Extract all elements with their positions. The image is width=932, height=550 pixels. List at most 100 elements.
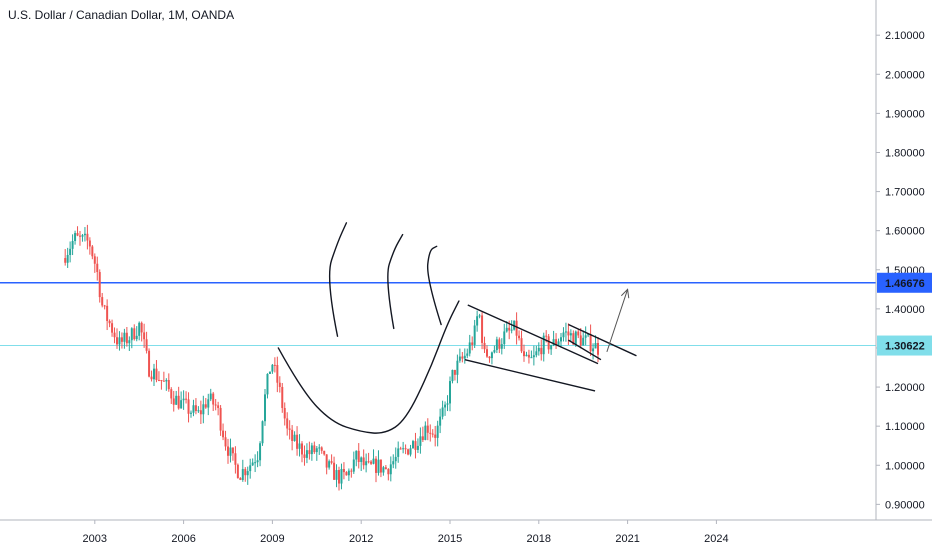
candle-body bbox=[461, 356, 464, 359]
candle-body bbox=[93, 256, 96, 264]
candle-body bbox=[597, 343, 599, 355]
candle-body bbox=[140, 322, 143, 333]
candle-body bbox=[466, 353, 469, 356]
candle-body bbox=[542, 335, 545, 355]
candle-body bbox=[444, 404, 447, 408]
candle-body bbox=[392, 461, 395, 465]
wedge-lower-line bbox=[464, 359, 596, 392]
candle-body bbox=[424, 425, 427, 440]
candle-body bbox=[138, 322, 141, 336]
candle-body bbox=[552, 339, 555, 346]
candle-body bbox=[150, 376, 153, 380]
candle-body bbox=[456, 360, 459, 375]
candle-body bbox=[308, 450, 311, 455]
candle-body bbox=[167, 380, 170, 390]
candle-body bbox=[419, 436, 422, 446]
candle-body bbox=[293, 434, 296, 441]
candle-body bbox=[199, 410, 202, 415]
candle-body bbox=[439, 416, 442, 426]
candle-body bbox=[365, 461, 368, 466]
candle-body bbox=[116, 337, 118, 345]
candle-body bbox=[572, 333, 575, 345]
y-tick-label: 0.90000 bbox=[885, 499, 925, 511]
candle-body bbox=[352, 459, 355, 472]
y-tick-label: 2.00000 bbox=[885, 69, 925, 81]
candle-body bbox=[133, 328, 136, 340]
candle-body bbox=[345, 472, 348, 476]
y-tick-label: 1.40000 bbox=[885, 304, 925, 316]
candle-body bbox=[288, 428, 291, 430]
candle-body bbox=[335, 470, 338, 480]
price-badge bbox=[877, 272, 932, 293]
candle-body bbox=[108, 320, 111, 324]
candle-body bbox=[278, 382, 281, 387]
candle-body bbox=[145, 339, 148, 351]
candle-body bbox=[204, 404, 207, 408]
candle-body bbox=[426, 425, 429, 433]
candle-body bbox=[350, 470, 353, 472]
candle-body bbox=[81, 235, 84, 237]
candle-body bbox=[118, 337, 121, 345]
candle-body bbox=[202, 404, 205, 415]
candle-body bbox=[523, 351, 525, 357]
candle-body bbox=[483, 342, 486, 350]
candle-body bbox=[372, 458, 375, 464]
candle-body bbox=[416, 445, 419, 450]
candle-body bbox=[271, 364, 274, 372]
candle-body bbox=[197, 410, 200, 412]
candle-body bbox=[493, 350, 496, 353]
candle-body bbox=[291, 429, 294, 441]
candle-body bbox=[249, 465, 252, 472]
candle-body bbox=[389, 464, 392, 475]
candle-body bbox=[453, 369, 456, 375]
candle-body bbox=[557, 341, 560, 345]
candle-body bbox=[328, 461, 331, 468]
candle-body bbox=[101, 297, 104, 306]
candle-body bbox=[113, 332, 116, 338]
arrow-line bbox=[606, 289, 629, 353]
candle-body bbox=[244, 469, 247, 476]
chart-title: U.S. Dollar / Canadian Dollar, 1M, OANDA bbox=[8, 8, 235, 22]
price-badge-label: 1.30622 bbox=[885, 341, 925, 353]
candle-body bbox=[259, 443, 262, 461]
candle-body bbox=[212, 393, 215, 405]
candle-body bbox=[162, 380, 165, 382]
candle-body bbox=[342, 468, 345, 473]
candle-body bbox=[382, 467, 385, 473]
candle-body bbox=[190, 412, 192, 414]
candle-body bbox=[256, 460, 259, 463]
candle-body bbox=[560, 337, 562, 342]
x-tick-label: 2006 bbox=[171, 533, 195, 545]
candle-body bbox=[276, 365, 279, 383]
flag-upper-line bbox=[568, 323, 637, 357]
price-badge bbox=[877, 335, 932, 356]
candle-body bbox=[88, 240, 91, 247]
price-badge-label: 1.46676 bbox=[885, 278, 925, 290]
candle-body bbox=[273, 364, 276, 366]
candle-body bbox=[555, 339, 558, 345]
candle-body bbox=[261, 421, 264, 444]
candle-body bbox=[574, 331, 577, 345]
candle-body bbox=[421, 436, 424, 440]
candles-layer bbox=[64, 224, 599, 491]
candle-body bbox=[592, 348, 595, 352]
candle-body bbox=[449, 381, 451, 404]
candle-body bbox=[106, 305, 109, 321]
x-tick-label: 2012 bbox=[349, 533, 373, 545]
candle-body bbox=[412, 441, 414, 449]
candle-body bbox=[120, 337, 123, 342]
candle-body bbox=[478, 315, 481, 317]
candle-body bbox=[463, 355, 466, 359]
candle-body bbox=[182, 398, 185, 401]
candle-body bbox=[486, 349, 488, 357]
candle-body bbox=[91, 246, 94, 257]
candle-body bbox=[79, 235, 81, 237]
candle-body bbox=[490, 352, 493, 359]
x-tick-label: 2018 bbox=[527, 533, 551, 545]
candle-body bbox=[180, 400, 183, 409]
candle-body bbox=[476, 316, 479, 326]
candle-body bbox=[357, 450, 360, 463]
candle-body bbox=[510, 329, 513, 331]
